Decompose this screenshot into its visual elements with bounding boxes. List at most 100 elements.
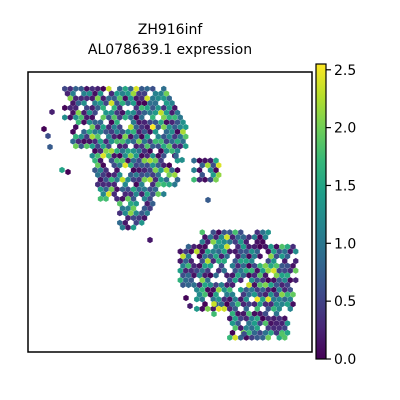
spot: [133, 191, 139, 198]
spot: [128, 95, 134, 102]
spot: [141, 205, 148, 212]
spot: [221, 296, 227, 303]
spot: [119, 90, 126, 97]
spot: [284, 253, 291, 260]
spot: [147, 138, 153, 145]
spot: [161, 104, 167, 111]
spot: [133, 162, 139, 169]
spot: [254, 334, 260, 341]
spot: [210, 286, 216, 293]
spot: [257, 234, 263, 241]
spot: [152, 138, 159, 145]
spot: [111, 152, 117, 159]
spot: [229, 281, 236, 289]
spot: [221, 267, 227, 274]
spot: [141, 157, 148, 164]
spot: [262, 262, 269, 269]
colorbar-tick-label: 0.5: [334, 294, 356, 310]
spot: [128, 200, 134, 207]
spot: [246, 234, 252, 241]
spot: [67, 114, 73, 121]
spot: [144, 191, 150, 198]
spot: [260, 315, 266, 322]
spot: [119, 147, 126, 155]
spot: [152, 119, 159, 126]
spot: [216, 229, 222, 236]
spot: [106, 114, 112, 121]
spot: [273, 262, 280, 269]
spot: [163, 138, 170, 145]
spot: [97, 195, 104, 202]
spot: [89, 104, 95, 111]
spot: [106, 124, 112, 131]
spot: [224, 281, 230, 289]
spot: [240, 310, 247, 317]
colorbar: [315, 63, 327, 360]
spot: [122, 143, 128, 150]
spot: [166, 143, 172, 150]
spot: [62, 104, 68, 111]
spot: [136, 167, 142, 174]
spot: [128, 162, 134, 169]
spot: [125, 214, 131, 222]
spot: [240, 253, 247, 260]
spot: [246, 243, 252, 250]
spot: [199, 229, 205, 236]
spot: [287, 296, 293, 303]
spot: [249, 257, 255, 265]
spot: [144, 210, 150, 217]
spot: [108, 138, 115, 145]
spot: [133, 200, 139, 207]
spot: [268, 301, 274, 308]
spot: [122, 191, 128, 198]
spot: [177, 267, 183, 274]
spot: [216, 296, 222, 303]
spot: [194, 305, 200, 312]
spot: [128, 124, 134, 131]
spot: [268, 329, 274, 336]
spot: [92, 90, 98, 97]
spot: [78, 85, 84, 92]
spot: [111, 191, 117, 198]
spot: [106, 85, 112, 92]
spot: [180, 253, 186, 260]
spot: [78, 143, 84, 150]
spot: [262, 329, 269, 336]
spot: [108, 128, 115, 135]
spot: [210, 171, 216, 178]
spot: [249, 324, 255, 332]
spot: [169, 167, 175, 174]
spot: [133, 219, 139, 226]
spot: [108, 157, 115, 164]
spot: [249, 267, 255, 274]
spot: [172, 114, 178, 121]
spot: [216, 162, 222, 169]
spot: [238, 229, 244, 236]
spot: [92, 138, 98, 145]
spot: [235, 320, 241, 327]
spot: [284, 243, 291, 250]
spot: [45, 132, 51, 140]
spot: [279, 281, 285, 289]
spot: [229, 234, 236, 241]
spot: [144, 143, 150, 150]
spot: [287, 267, 293, 274]
spot: [205, 267, 211, 274]
spot: [103, 167, 109, 174]
spot: [169, 100, 175, 107]
spot: [100, 152, 106, 159]
spot: [147, 176, 153, 183]
spot: [108, 109, 115, 116]
spot: [95, 124, 101, 131]
spot: [213, 281, 219, 289]
spot: [125, 147, 131, 155]
spot: [218, 301, 225, 308]
spot: [218, 243, 225, 250]
spot: [183, 143, 189, 150]
spot: [235, 272, 241, 279]
spot: [287, 286, 293, 293]
spot: [207, 253, 214, 260]
spot: [139, 114, 145, 121]
spot: [130, 186, 137, 193]
